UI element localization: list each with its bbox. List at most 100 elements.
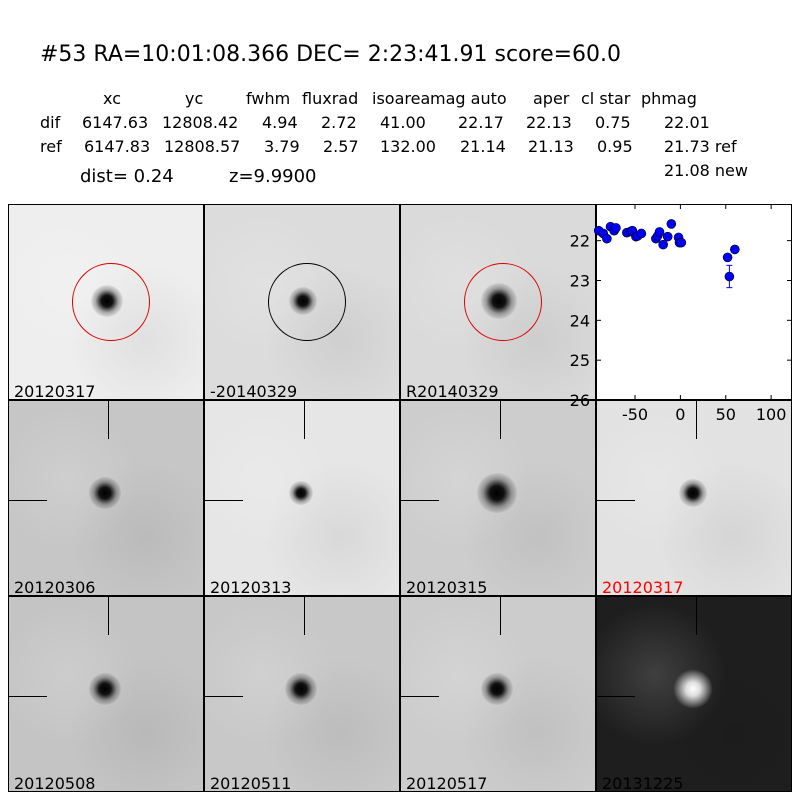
- z-text: z=9.9900: [229, 166, 317, 187]
- source-blob: [89, 477, 121, 509]
- column-header: yc: [185, 89, 204, 108]
- image-stamp: 20120313: [204, 400, 400, 596]
- cell: 6147.83: [84, 137, 151, 156]
- aperture-circle: [268, 263, 346, 341]
- crosshair-horizontal: [9, 696, 47, 697]
- crosshair-horizontal: [205, 500, 243, 501]
- source-blob: [477, 473, 517, 513]
- crosshair-horizontal: [597, 696, 635, 697]
- plot-frame: [596, 204, 792, 400]
- data-point: [730, 244, 740, 255]
- aperture-circle: [72, 263, 150, 341]
- image-stamp: 20120517: [400, 596, 596, 792]
- cell: 22.17: [458, 113, 504, 132]
- column-header: xc: [103, 89, 121, 108]
- column-header: aper: [533, 89, 570, 108]
- cell: 22.13: [526, 113, 572, 132]
- data-point: [662, 231, 673, 242]
- crosshair-horizontal: [597, 500, 635, 501]
- row-label: ref: [40, 137, 62, 156]
- new-mag-text: 21.08 new: [664, 161, 748, 180]
- data-point: [658, 239, 668, 250]
- data-point: [654, 227, 665, 237]
- aperture-circle: [464, 263, 542, 341]
- x-tick-label: -50: [622, 405, 648, 424]
- dist-text: dist= 0.24: [80, 166, 174, 187]
- image-stamp: 20120315: [400, 400, 596, 596]
- x-tick-label: 100: [756, 405, 787, 424]
- crosshair-vertical: [500, 597, 501, 635]
- image-stamp: 20120508: [8, 596, 204, 792]
- image-stamp: 20131225: [596, 596, 792, 792]
- column-header: mag auto: [430, 89, 507, 108]
- source-blob: [673, 669, 713, 709]
- data-point: [676, 237, 687, 248]
- image-stamp: 20120511: [204, 596, 400, 792]
- column-header: fwhm: [246, 89, 291, 108]
- crosshair-vertical: [696, 401, 697, 439]
- cell: 0.95: [597, 137, 633, 156]
- stamp-date-label: 20131225: [602, 774, 684, 792]
- column-header: isoarea: [372, 89, 431, 108]
- crosshair-vertical: [108, 597, 109, 635]
- cell: 2.72: [321, 113, 357, 132]
- crosshair-horizontal: [401, 696, 439, 697]
- y-tick-label: 22: [570, 232, 590, 251]
- cell: 22.01: [664, 113, 710, 132]
- source-blob: [289, 481, 313, 505]
- light-curve-plot: 22 23 24 25 26 -50 0 50 100: [570, 204, 792, 424]
- crosshair-vertical: [696, 597, 697, 635]
- image-stamp: 20120317: [596, 400, 792, 596]
- cell: 2.57: [323, 137, 359, 156]
- cell: 132.00: [380, 137, 436, 156]
- crosshair-vertical: [304, 401, 305, 439]
- image-stamp: -20140329: [204, 204, 400, 400]
- crosshair-vertical: [108, 401, 109, 439]
- source-blob: [285, 673, 317, 705]
- image-stamp: R20140329: [400, 204, 596, 400]
- cell: 3.79: [264, 137, 300, 156]
- crosshair-vertical: [500, 401, 501, 439]
- image-stamp: 20120317: [8, 204, 204, 400]
- data-point: [602, 233, 612, 244]
- cell: 21.73 ref: [664, 137, 737, 156]
- column-header: cl star: [581, 89, 631, 108]
- crosshair-horizontal: [205, 696, 243, 697]
- crosshair-horizontal: [9, 500, 47, 501]
- data-point: [666, 219, 677, 229]
- candidate-title: #53 RA=10:01:08.366 DEC= 2:23:41.91 scor…: [40, 42, 622, 67]
- cell: 6147.63: [82, 113, 149, 132]
- image-stamp: 20120306: [8, 400, 204, 596]
- cell: 12808.42: [162, 113, 239, 132]
- stamp-date-label: 20120517: [406, 774, 488, 792]
- source-blob: [481, 673, 513, 705]
- stamp-date-label: 20120315: [406, 578, 488, 596]
- cell: 12808.57: [164, 137, 241, 156]
- stamp-date-label: 20120306: [14, 578, 96, 596]
- stamp-date-label: 20120508: [14, 774, 96, 792]
- stamp-date-label: 20120317: [602, 578, 684, 596]
- column-header: phmag: [641, 89, 697, 108]
- data-point: [636, 228, 647, 239]
- cell: 0.75: [595, 113, 631, 132]
- stamp-date-label: 20120313: [210, 578, 292, 596]
- source-blob: [679, 479, 707, 507]
- stamp-date-label: 20120317: [14, 382, 96, 400]
- cell: 4.94: [262, 113, 298, 132]
- column-header: fluxrad: [302, 89, 359, 108]
- x-tick-label: 0: [675, 405, 685, 424]
- stamp-date-label: R20140329: [406, 382, 499, 400]
- crosshair-vertical: [304, 597, 305, 635]
- y-tick-label: 23: [570, 271, 590, 290]
- stamp-date-label: -20140329: [210, 382, 298, 400]
- data-point: [724, 271, 735, 282]
- cell: 21.13: [528, 137, 574, 156]
- x-tick-label: 50: [716, 405, 736, 424]
- source-blob: [89, 673, 121, 705]
- cell: 41.00: [380, 113, 426, 132]
- data-point: [611, 223, 621, 233]
- y-tick-label: 24: [570, 311, 590, 330]
- cell: 21.14: [460, 137, 506, 156]
- stamp-date-label: 20120511: [210, 774, 292, 792]
- data-point: [722, 252, 733, 263]
